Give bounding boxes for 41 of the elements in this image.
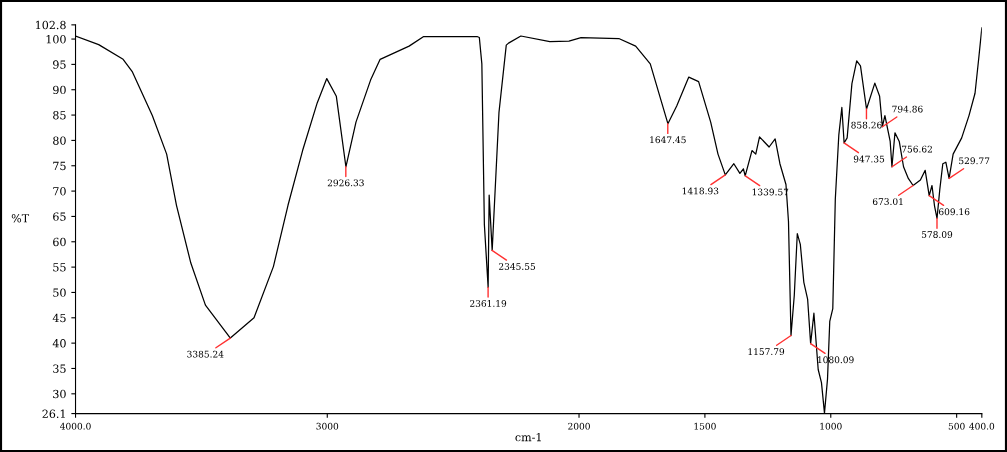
annotation: 1647.45: [650, 136, 686, 144]
y-tick-label: 65: [53, 212, 66, 221]
y-tick-label: 26.1: [42, 409, 65, 418]
y-tick-label: 85: [53, 111, 66, 120]
y-tick-label: 102.8: [36, 20, 66, 30]
annotation: 2926.33: [327, 179, 364, 187]
y-tick-label: 50: [53, 288, 66, 297]
y-tick-label: 30: [53, 389, 66, 399]
annotation: 2345.55: [498, 263, 535, 270]
annotation: 756.62: [902, 145, 932, 153]
y-tick-label: 45: [52, 313, 66, 323]
y-tick-label: 75: [53, 161, 66, 171]
annotation: 529.77: [959, 157, 990, 165]
x-tick-label: 500: [948, 422, 965, 430]
x-tick-label: 1000: [820, 422, 842, 430]
annotation: 578.09: [921, 231, 953, 238]
annotation: 858.26: [851, 121, 882, 129]
x-tick-label: 2000: [568, 422, 590, 430]
annotation: 673.01: [872, 198, 903, 206]
annotation: 794.86: [892, 105, 923, 113]
x-axis-title: cm-1: [515, 432, 541, 442]
x-tick-label: 400.0: [969, 422, 995, 430]
annotation: 2361.19: [470, 300, 507, 307]
y-tick-label: 95: [53, 60, 66, 69]
annotation: 3385.24: [187, 350, 224, 358]
y-tick-label: 40: [52, 339, 66, 348]
annotation: 609.16: [938, 208, 970, 216]
y-tick-label: 35: [53, 364, 66, 373]
annotation: 1418.93: [682, 187, 719, 195]
y-tick-label: 100: [46, 35, 66, 44]
y-axis-title: %T: [11, 214, 30, 223]
annotation: 947.35: [853, 155, 885, 163]
y-tick-label: 80: [53, 136, 66, 145]
y-tick-label: 90: [53, 85, 66, 95]
y-tick-label: 55: [53, 263, 66, 272]
y-tick-label: 70: [53, 187, 66, 196]
y-tick-label: 60: [53, 237, 66, 247]
x-tick-label: 3000: [316, 422, 339, 430]
annotation: 1157.79: [748, 348, 785, 356]
x-tick-label: 4000.0: [60, 422, 91, 430]
x-tick-label: 1500: [694, 422, 716, 430]
